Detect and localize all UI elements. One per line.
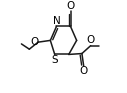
Text: N: N [53,16,60,25]
Text: S: S [51,55,58,65]
Text: O: O [66,1,75,11]
Text: O: O [80,66,88,76]
Text: O: O [30,37,38,47]
Text: O: O [86,35,95,45]
